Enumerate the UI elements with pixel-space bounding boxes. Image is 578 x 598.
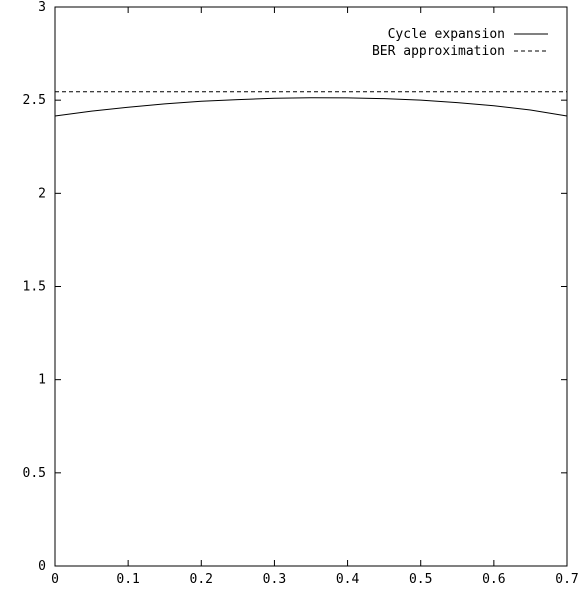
- series-line-cycle-expansion: [54, 97, 568, 117]
- series-layer: [54, 91, 568, 117]
- y-tick-label: 2: [38, 186, 46, 201]
- y-tick-label: 1: [38, 373, 46, 388]
- x-tick-label: 0.4: [336, 572, 360, 587]
- x-tick-label: 0.1: [116, 572, 139, 587]
- x-tick-label: 0.2: [190, 572, 213, 587]
- axes-layer: 0 0.1 0.2 0.3 0.4 0.5 0.6 0.7 0 0.5 1 1.5 2 2.5 3: [23, 0, 578, 587]
- legend: Cycle expansion BER approximation: [372, 27, 548, 59]
- y-tick-label: 2.5: [23, 93, 46, 108]
- x-tick-label: 0.6: [482, 572, 505, 587]
- y-tick-label: 0.5: [23, 466, 46, 481]
- legend-label: BER approximation: [372, 44, 505, 59]
- x-tick-label: 0: [51, 572, 59, 587]
- x-tick-label: 0.3: [263, 572, 286, 587]
- legend-label: Cycle expansion: [388, 27, 505, 42]
- x-tick-label: 0.7: [555, 572, 578, 587]
- x-tick-label: 0.5: [409, 572, 432, 587]
- y-tick-label: 3: [38, 0, 46, 15]
- y-tick-label: 0: [38, 559, 46, 574]
- y-tick-label: 1.5: [23, 280, 46, 295]
- plot-frame: [54, 6, 568, 567]
